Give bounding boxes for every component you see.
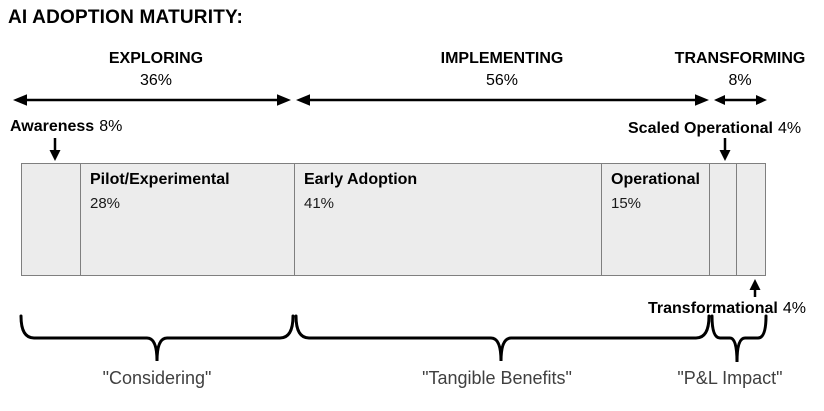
bar-segment-early-adoption: Early Adoption 41% [295, 164, 602, 275]
callout-scaled-operational: Scaled Operational 4% [628, 120, 801, 138]
stage-percent: 56% [485, 72, 519, 89]
callout-percent: 4% [782, 300, 806, 317]
brace-label-considering: "Considering" [102, 368, 212, 388]
stage-percent: 8% [728, 72, 752, 89]
bar-segment-operational: Operational 15% [602, 164, 710, 275]
segment-label: Pilot/Experimental [90, 171, 230, 188]
segment-percent: 41% [304, 195, 335, 212]
pl-impact-brace [710, 314, 768, 363]
brace-label-tangible-benefits: "Tangible Benefits" [422, 368, 572, 388]
bar-segment-awareness [22, 164, 81, 275]
implementing-range-arrow [296, 94, 709, 106]
stage-header-transforming: TRANSFORMING 8% [664, 49, 816, 90]
exploring-range-arrow [13, 94, 291, 106]
tangible-benefits-brace [294, 314, 711, 362]
segment-label: Operational [611, 171, 700, 188]
maturity-bar: Pilot/Experimental 28% Early Adoption 41… [21, 163, 766, 276]
stage-percent: 36% [139, 72, 173, 89]
bar-segment-scaled-operational [710, 164, 737, 275]
callout-label: Scaled Operational [628, 120, 773, 137]
segment-percent: 28% [90, 195, 121, 212]
bar-segment-pilot-experimental: Pilot/Experimental 28% [81, 164, 295, 275]
stage-label: EXPLORING [108, 50, 204, 67]
brace-label-pl-impact: "P&L Impact" [677, 368, 783, 388]
stage-label: TRANSFORMING [674, 50, 806, 67]
stage-label: IMPLEMENTING [440, 50, 564, 67]
segment-percent: 15% [611, 195, 642, 212]
callout-label: Transformational [648, 300, 778, 317]
callout-awareness: Awareness 8% [10, 118, 122, 136]
page-title: AI ADOPTION MATURITY: [8, 7, 243, 28]
bar-segment-transformational [737, 164, 765, 275]
stage-header-exploring: EXPLORING 36% [21, 49, 291, 90]
callout-label: Awareness [10, 118, 95, 135]
stage-header-implementing: IMPLEMENTING 56% [296, 49, 708, 90]
considering-brace [19, 314, 295, 362]
transformational-pointer-arrow [749, 279, 761, 297]
segment-label: Early Adoption [304, 171, 418, 188]
awareness-pointer-arrow [49, 138, 61, 161]
scaled-operational-pointer-arrow [719, 138, 731, 161]
transforming-range-arrow [714, 95, 767, 105]
callout-transformational: Transformational 4% [648, 300, 806, 318]
callout-percent: 8% [99, 118, 123, 135]
callout-percent: 4% [777, 120, 802, 137]
